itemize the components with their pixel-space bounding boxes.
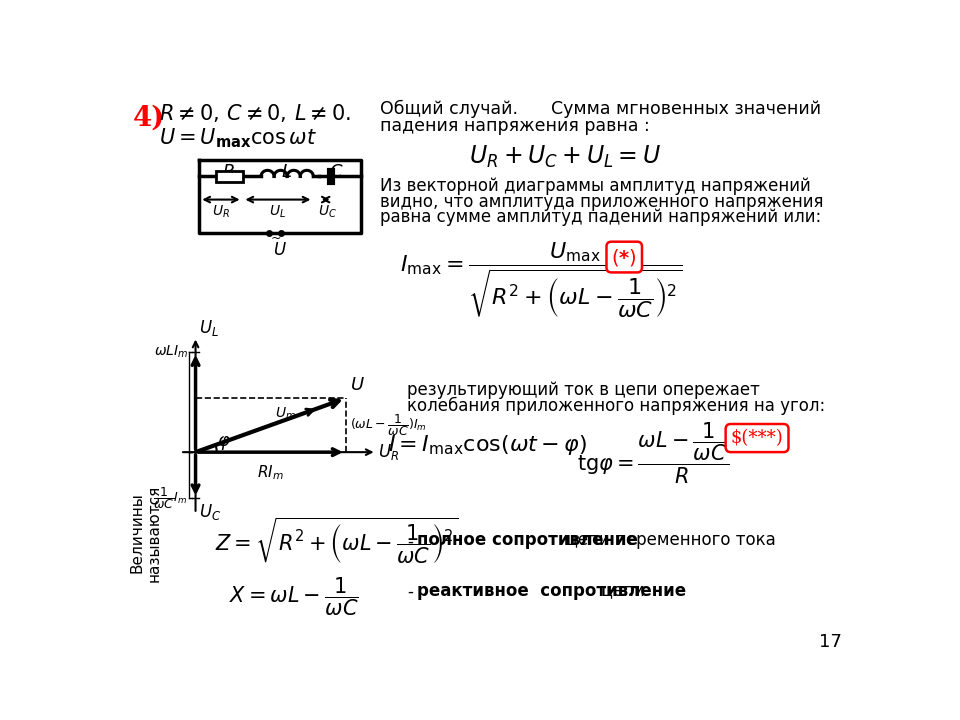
Text: $I_{\rm max} = \dfrac{U_{\rm max}}{\sqrt{R^2+\left(\omega L - \dfrac{1}{\omega C: $I_{\rm max} = \dfrac{U_{\rm max}}{\sqrt… bbox=[399, 240, 682, 320]
Text: $\omega LI_m$: $\omega LI_m$ bbox=[154, 344, 188, 360]
Text: видно, что амплитуда приложенного напряжения: видно, что амплитуда приложенного напряж… bbox=[380, 193, 824, 211]
Text: $U = U_{\rm\mathbf{max}}\cos\omega t$: $U = U_{\rm\mathbf{max}}\cos\omega t$ bbox=[159, 127, 318, 150]
Text: равна сумме амплитуд падений напряжений или:: равна сумме амплитуд падений напряжений … bbox=[380, 208, 822, 226]
Text: $U_L$: $U_L$ bbox=[200, 318, 219, 338]
Text: $(***): $(***) bbox=[731, 429, 783, 447]
Text: цепи: цепи bbox=[590, 582, 644, 600]
Text: $U$: $U$ bbox=[349, 377, 365, 395]
Text: результирующий ток в цепи опережает: результирующий ток в цепи опережает bbox=[407, 382, 760, 400]
Text: $C$: $C$ bbox=[329, 163, 344, 181]
Text: $\varphi$: $\varphi$ bbox=[217, 434, 230, 452]
Text: ~: ~ bbox=[271, 232, 281, 245]
Text: $U_R$: $U_R$ bbox=[212, 204, 230, 220]
Text: $L$: $L$ bbox=[281, 163, 292, 181]
Text: $R$: $R$ bbox=[223, 163, 235, 181]
Text: $U_R$: $U_R$ bbox=[378, 442, 399, 462]
Text: Из векторной диаграммы амплитуд напряжений: Из векторной диаграммы амплитуд напряжен… bbox=[380, 177, 811, 195]
Text: $U_m$: $U_m$ bbox=[275, 406, 296, 423]
Text: $RI_m$: $RI_m$ bbox=[257, 464, 284, 482]
Bar bbox=[216, 171, 243, 182]
Text: $Z = \sqrt{R^2 + \left(\omega L - \dfrac{1}{\omega C}\right)^2}$: $Z = \sqrt{R^2 + \left(\omega L - \dfrac… bbox=[215, 516, 458, 567]
Text: Общий случай.      Сумма мгновенных значений: Общий случай. Сумма мгновенных значений bbox=[380, 100, 822, 119]
Text: $U$: $U$ bbox=[274, 242, 287, 259]
Text: $I = I_{\rm max}\cos\!\left(\omega t - \varphi\right)$: $I = I_{\rm max}\cos\!\left(\omega t - \… bbox=[388, 433, 588, 457]
Text: $U_L$: $U_L$ bbox=[270, 204, 286, 220]
Text: $U_R + U_C + U_L = U$: $U_R + U_C + U_L = U$ bbox=[468, 144, 661, 171]
Text: Величины
называются: Величины называются bbox=[130, 485, 161, 582]
Text: $(\mathbf{*})$: $(\mathbf{*})$ bbox=[612, 246, 637, 268]
Text: -: - bbox=[407, 533, 413, 551]
Text: $R \neq 0,\, C \neq 0,\, L \neq 0.$: $R \neq 0,\, C \neq 0,\, L \neq 0.$ bbox=[159, 102, 351, 124]
Text: -: - bbox=[407, 583, 413, 601]
Text: 17: 17 bbox=[820, 633, 842, 651]
Text: реактивное  сопротивление: реактивное сопротивление bbox=[418, 582, 686, 600]
Text: падения напряжения равна :: падения напряжения равна : bbox=[380, 117, 650, 135]
Text: $(\omega L - \dfrac{1}{\omega C})I_m$: $(\omega L - \dfrac{1}{\omega C})I_m$ bbox=[349, 413, 426, 438]
Text: $\mathrm{tg}\varphi = \dfrac{\omega L - \dfrac{1}{\omega C}}{R}$: $\mathrm{tg}\varphi = \dfrac{\omega L - … bbox=[577, 421, 729, 487]
Text: $U_C$: $U_C$ bbox=[200, 503, 222, 522]
Text: $\dfrac{1}{\omega C}I_m$: $\dfrac{1}{\omega C}I_m$ bbox=[154, 485, 188, 511]
Text: колебания приложенного напряжения на угол:: колебания приложенного напряжения на уго… bbox=[407, 397, 826, 415]
Text: $X = \omega L - \dfrac{1}{\omega C}$: $X = \omega L - \dfrac{1}{\omega C}$ bbox=[228, 575, 358, 618]
Text: $U_C$: $U_C$ bbox=[318, 204, 337, 220]
Text: полное сопротивление: полное сопротивление bbox=[418, 531, 638, 549]
Text: цепи переменного тока: цепи переменного тока bbox=[556, 531, 776, 549]
Text: 4): 4) bbox=[133, 105, 165, 132]
